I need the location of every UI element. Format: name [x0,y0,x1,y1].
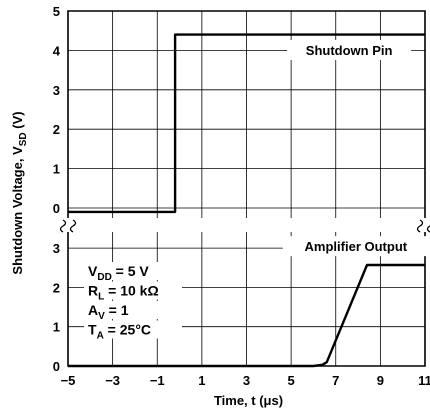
condition-background [84,262,182,280]
x-tick-label: −5 [61,373,76,388]
condition-line: AV = 1 [88,302,129,322]
labels: Shutdown Pin Amplifier Output −5 −3 −1 1 3 5 7 9 1… [10,4,430,408]
traces [68,33,425,368]
y-tick-label-upper: 3 [53,83,60,98]
y-tick-label-upper: 5 [53,4,60,19]
y-tick-label-upper: 1 [53,162,60,177]
series-label-shutdown-pin-background [287,40,412,60]
x-tick-label: 1 [198,373,205,388]
y-tick-label-upper: 2 [53,122,60,137]
x-tick-label: −3 [105,373,120,388]
axis-break-mark [59,219,77,233]
axis-break-mark [416,219,430,233]
y-tick-label-lower: 2 [53,280,60,295]
series-line-shutdown-pin [68,33,425,214]
condition-background [84,320,182,339]
series-label-shutdown-pin: Shutdown Pin [306,43,393,58]
condition-line: RL = 10 kΩ [88,283,159,303]
x-tick-label: 11 [418,373,430,388]
x-tick-label: 3 [243,373,250,388]
x-tick-label: −1 [150,373,165,388]
x-tick-label: 7 [332,373,339,388]
x-tick-label: 9 [377,373,384,388]
y-axis-label: Shutdown Voltage, VSD (V) [10,111,29,274]
y-tick-label-lower: 0 [53,359,60,374]
y-tick-label-lower: 1 [53,320,60,335]
series-label-amplifier-output: Amplifier Output [305,239,408,254]
condition-line: VDD = 5 V [88,263,149,283]
x-tick-label: 5 [288,373,295,388]
series-line-amplifier-output [68,263,425,368]
y-tick-label-lower: 3 [53,241,60,256]
upper-panel-frame [67,10,426,218]
condition-background [84,281,182,300]
condition-background [84,301,182,319]
y-tick-label-upper: 0 [53,201,60,216]
y-tick-label-upper: 4 [53,43,61,58]
series-label-amplifier-output-background [282,236,429,257]
x-axis-label: Time, t (μs) [214,393,283,408]
condition-line: TA = 25°C [88,322,151,342]
